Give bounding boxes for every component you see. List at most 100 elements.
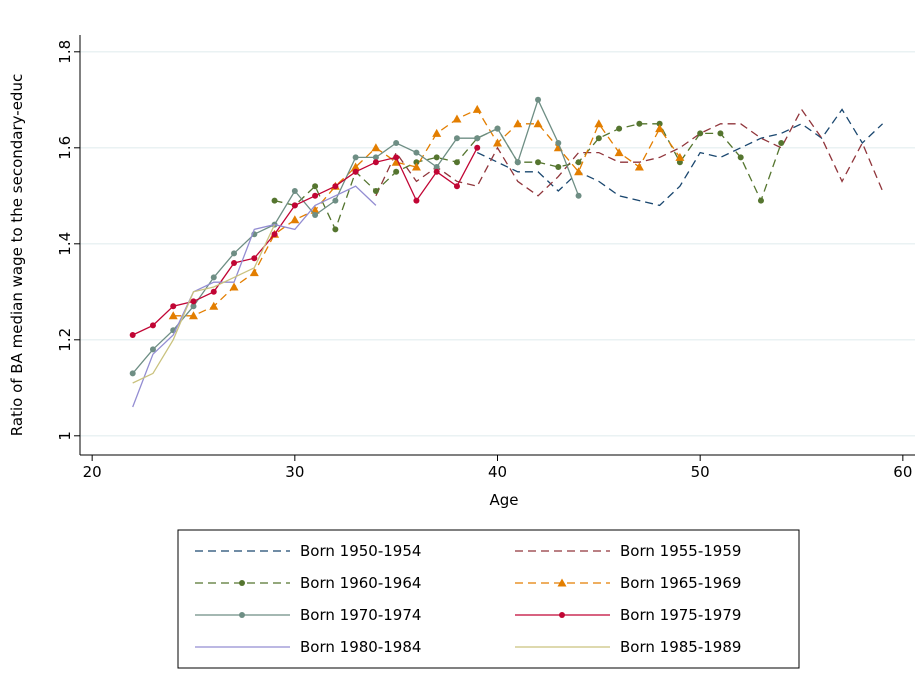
point — [190, 303, 197, 310]
point — [574, 167, 584, 176]
point — [513, 119, 523, 128]
point — [634, 162, 644, 171]
point — [372, 188, 379, 194]
point — [595, 135, 602, 142]
x-tick-label: 40 — [488, 463, 507, 481]
point — [290, 215, 300, 224]
y-tick-label: 1 — [56, 431, 74, 441]
point — [555, 140, 562, 146]
point — [210, 274, 217, 281]
legend-label: Born 1975-1979 — [620, 606, 741, 624]
point — [452, 114, 462, 123]
point — [614, 148, 624, 157]
point — [656, 120, 663, 127]
point — [575, 192, 582, 199]
legend-box — [177, 529, 800, 669]
point — [453, 135, 460, 142]
point — [411, 162, 421, 171]
point — [168, 311, 178, 320]
point — [188, 311, 198, 320]
point — [351, 162, 361, 171]
point — [717, 130, 724, 137]
point — [393, 154, 400, 161]
point — [697, 130, 704, 137]
legend-marker — [239, 612, 245, 618]
point — [251, 255, 258, 262]
legend-label: Born 1965-1969 — [620, 574, 741, 592]
point — [271, 197, 278, 204]
point — [210, 288, 217, 295]
y-tick-label: 1.6 — [56, 136, 74, 160]
point — [494, 125, 501, 132]
point — [474, 144, 481, 151]
point — [453, 183, 460, 190]
legend-label: Born 1980-1984 — [300, 638, 421, 656]
point — [209, 301, 219, 310]
point — [472, 104, 482, 113]
point — [271, 231, 278, 238]
x-axis-label: Age — [489, 491, 518, 509]
point — [332, 226, 339, 233]
point — [229, 282, 239, 291]
series-line — [132, 185, 377, 408]
point — [675, 152, 685, 161]
point — [433, 154, 440, 161]
point — [129, 370, 136, 377]
point — [372, 154, 379, 161]
point — [249, 268, 259, 277]
legend-label: Born 1970-1974 — [300, 606, 421, 624]
x-tick-label: 30 — [285, 463, 304, 481]
point — [432, 128, 442, 137]
point — [413, 159, 420, 166]
x-tick-label: 60 — [893, 463, 912, 481]
point — [433, 168, 440, 175]
legend-label: Born 1955-1959 — [620, 542, 741, 560]
point — [413, 197, 420, 204]
y-tick-label: 1.2 — [56, 328, 74, 352]
point — [149, 322, 156, 329]
point — [170, 303, 177, 310]
point — [433, 164, 440, 170]
point — [636, 120, 643, 127]
x-tick-label: 50 — [691, 463, 710, 481]
point — [474, 135, 481, 142]
y-tick-label: 1.4 — [56, 232, 74, 256]
point — [129, 332, 136, 338]
point — [737, 154, 744, 161]
legend-label: Born 1950-1954 — [300, 542, 421, 560]
point — [190, 298, 197, 305]
point — [352, 154, 359, 161]
series-line — [476, 108, 884, 207]
point — [312, 183, 319, 190]
point — [757, 197, 764, 204]
point — [312, 192, 319, 199]
legend-marker — [559, 612, 565, 618]
point — [575, 159, 582, 166]
point — [149, 346, 156, 353]
point — [332, 197, 339, 204]
point — [312, 212, 319, 218]
legend-marker — [557, 578, 567, 587]
point — [555, 164, 562, 170]
point — [535, 96, 542, 103]
series-line — [132, 224, 276, 384]
point — [231, 260, 238, 266]
point — [332, 183, 339, 190]
series-line — [132, 147, 478, 336]
point — [616, 125, 623, 132]
legend-marker — [239, 580, 245, 586]
point — [393, 168, 400, 175]
point — [231, 250, 238, 257]
point — [533, 119, 543, 128]
point — [493, 138, 502, 147]
x-tick-label: 20 — [83, 463, 102, 481]
point — [371, 143, 381, 152]
y-tick-label: 1.8 — [56, 40, 74, 64]
point — [352, 168, 359, 175]
series-line — [375, 108, 884, 197]
point — [291, 188, 298, 194]
point — [453, 159, 460, 166]
point — [291, 202, 298, 209]
point — [594, 119, 604, 128]
